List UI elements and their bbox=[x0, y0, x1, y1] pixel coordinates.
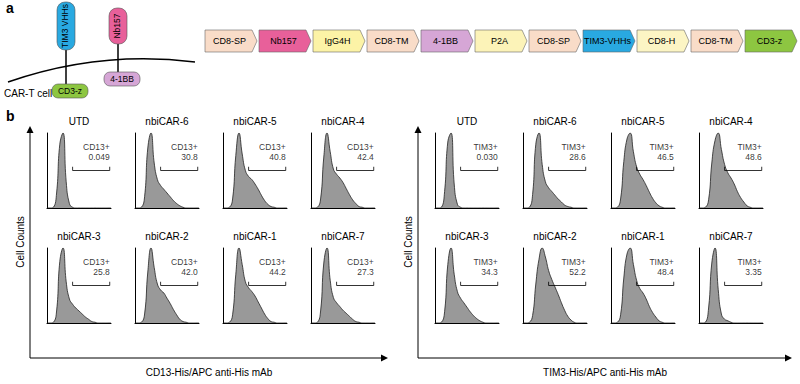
svg-text:nbiCAR-4: nbiCAR-4 bbox=[321, 116, 365, 127]
svg-text:a: a bbox=[6, 0, 14, 16]
svg-text:CD13+: CD13+ bbox=[171, 257, 198, 267]
svg-text:CD13+: CD13+ bbox=[83, 142, 110, 152]
svg-text:nbiCAR-5: nbiCAR-5 bbox=[621, 116, 665, 127]
svg-text:TIM3+: TIM3+ bbox=[561, 142, 585, 152]
svg-text:TIM3+: TIM3+ bbox=[737, 142, 761, 152]
svg-text:CD13+: CD13+ bbox=[259, 142, 286, 152]
svg-text:CD8-SP: CD8-SP bbox=[537, 36, 570, 46]
svg-text:CD13+: CD13+ bbox=[171, 142, 198, 152]
svg-text:nbiCAR-2: nbiCAR-2 bbox=[533, 231, 577, 242]
svg-text:nbiCAR-7: nbiCAR-7 bbox=[321, 231, 365, 242]
svg-text:UTD: UTD bbox=[457, 116, 478, 127]
svg-text:4-1BB: 4-1BB bbox=[433, 36, 458, 46]
svg-text:CD8-TM: CD8-TM bbox=[375, 36, 409, 46]
svg-text:nbiCAR-2: nbiCAR-2 bbox=[145, 231, 189, 242]
svg-text:3.35: 3.35 bbox=[745, 267, 762, 277]
svg-text:25.8: 25.8 bbox=[93, 267, 110, 277]
svg-text:nbiCAR-6: nbiCAR-6 bbox=[533, 116, 577, 127]
svg-text:40.8: 40.8 bbox=[269, 152, 286, 162]
svg-text:nbiCAR-4: nbiCAR-4 bbox=[709, 116, 753, 127]
svg-text:TIM3+: TIM3+ bbox=[473, 257, 497, 267]
svg-text:CD13-His/APC anti-His mAb: CD13-His/APC anti-His mAb bbox=[146, 367, 273, 378]
svg-text:nbiCAR-1: nbiCAR-1 bbox=[233, 231, 277, 242]
svg-text:UTD: UTD bbox=[69, 116, 90, 127]
svg-text:4-1BB: 4-1BB bbox=[110, 74, 134, 84]
svg-text:Cell Counts: Cell Counts bbox=[403, 216, 414, 268]
svg-text:nbiCAR-7: nbiCAR-7 bbox=[709, 231, 753, 242]
svg-text:IgG4H: IgG4H bbox=[324, 36, 350, 46]
svg-text:Nb157: Nb157 bbox=[270, 36, 297, 46]
svg-text:TIM3+: TIM3+ bbox=[473, 142, 497, 152]
svg-text:CD3-z: CD3-z bbox=[58, 86, 82, 96]
svg-text:Nb157: Nb157 bbox=[112, 13, 122, 38]
svg-text:52.2: 52.2 bbox=[569, 267, 586, 277]
svg-text:TIM3-VHHs: TIM3-VHHs bbox=[584, 36, 631, 46]
svg-text:34.3: 34.3 bbox=[481, 267, 498, 277]
svg-text:CAR-T cell: CAR-T cell bbox=[4, 88, 52, 99]
svg-text:48.6: 48.6 bbox=[745, 152, 762, 162]
svg-text:TIM3+: TIM3+ bbox=[649, 257, 673, 267]
svg-text:TIM3+: TIM3+ bbox=[737, 257, 761, 267]
svg-text:nbiCAR-3: nbiCAR-3 bbox=[445, 231, 489, 242]
svg-text:0.049: 0.049 bbox=[88, 152, 110, 162]
svg-text:48.4: 48.4 bbox=[657, 267, 674, 277]
svg-text:b: b bbox=[6, 108, 15, 124]
svg-text:30.8: 30.8 bbox=[181, 152, 198, 162]
svg-text:27.3: 27.3 bbox=[357, 267, 374, 277]
svg-text:CD8-TM: CD8-TM bbox=[699, 36, 733, 46]
svg-text:CD8-H: CD8-H bbox=[648, 36, 676, 46]
svg-text:P2A: P2A bbox=[491, 36, 508, 46]
svg-text:CD8-SP: CD8-SP bbox=[213, 36, 246, 46]
svg-text:CD13+: CD13+ bbox=[347, 142, 374, 152]
svg-text:28.6: 28.6 bbox=[569, 152, 586, 162]
svg-text:TIM3+: TIM3+ bbox=[649, 142, 673, 152]
svg-text:nbiCAR-1: nbiCAR-1 bbox=[621, 231, 665, 242]
svg-text:42.4: 42.4 bbox=[357, 152, 374, 162]
svg-text:TIM3-His/APC anti-His mAb: TIM3-His/APC anti-His mAb bbox=[543, 367, 667, 378]
svg-text:44.2: 44.2 bbox=[269, 267, 286, 277]
svg-text:CD13+: CD13+ bbox=[347, 257, 374, 267]
svg-text:0.030: 0.030 bbox=[476, 152, 498, 162]
svg-text:CD13+: CD13+ bbox=[259, 257, 286, 267]
svg-text:CD13+: CD13+ bbox=[83, 257, 110, 267]
svg-text:TIM3+: TIM3+ bbox=[561, 257, 585, 267]
svg-text:42.0: 42.0 bbox=[181, 267, 198, 277]
svg-text:46.5: 46.5 bbox=[657, 152, 674, 162]
svg-text:Cell Counts: Cell Counts bbox=[15, 216, 26, 268]
svg-text:nbiCAR-6: nbiCAR-6 bbox=[145, 116, 189, 127]
svg-text:nbiCAR-5: nbiCAR-5 bbox=[233, 116, 277, 127]
svg-text:CD3-z: CD3-z bbox=[757, 36, 783, 46]
svg-text:TIM3 VHHs: TIM3 VHHs bbox=[60, 4, 70, 48]
svg-text:nbiCAR-3: nbiCAR-3 bbox=[57, 231, 101, 242]
